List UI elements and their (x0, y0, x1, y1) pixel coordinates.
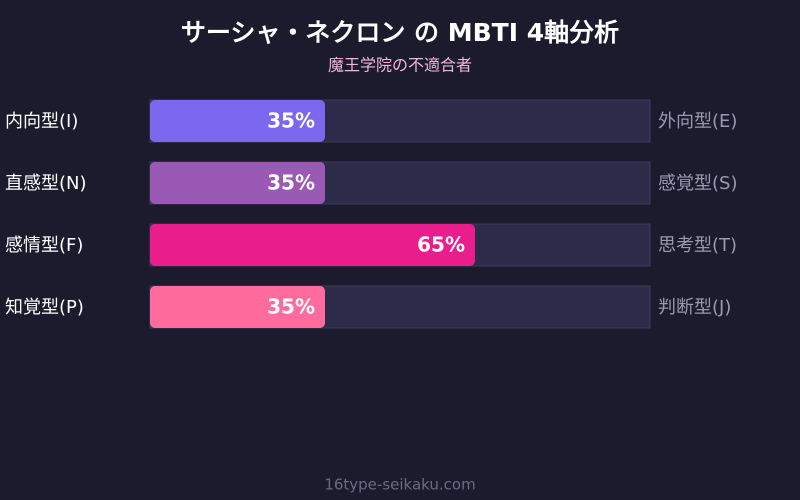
value-label: 35% (267, 109, 315, 133)
footer: 16type-seikaku.com (324, 476, 475, 494)
bar (150, 162, 325, 204)
bar (150, 286, 325, 328)
value-label: 35% (267, 295, 315, 319)
right-label: 判断型(J) (658, 297, 731, 318)
left-label: 感情型(F) (5, 235, 83, 256)
left-label: 内向型(I) (5, 111, 78, 132)
left-label: 直感型(N) (5, 173, 87, 194)
bar (150, 100, 325, 142)
right-label: 外向型(E) (658, 111, 737, 132)
left-label: 知覚型(P) (5, 297, 84, 318)
chart-title: サーシャ・ネクロン の MBTI 4軸分析 (181, 18, 619, 47)
value-label: 35% (267, 171, 315, 195)
value-label: 65% (417, 233, 465, 257)
right-label: 感覚型(S) (658, 173, 737, 194)
right-label: 思考型(T) (658, 235, 737, 256)
chart-subtitle: 魔王学院の不適合者 (328, 56, 472, 75)
bar (150, 224, 475, 266)
